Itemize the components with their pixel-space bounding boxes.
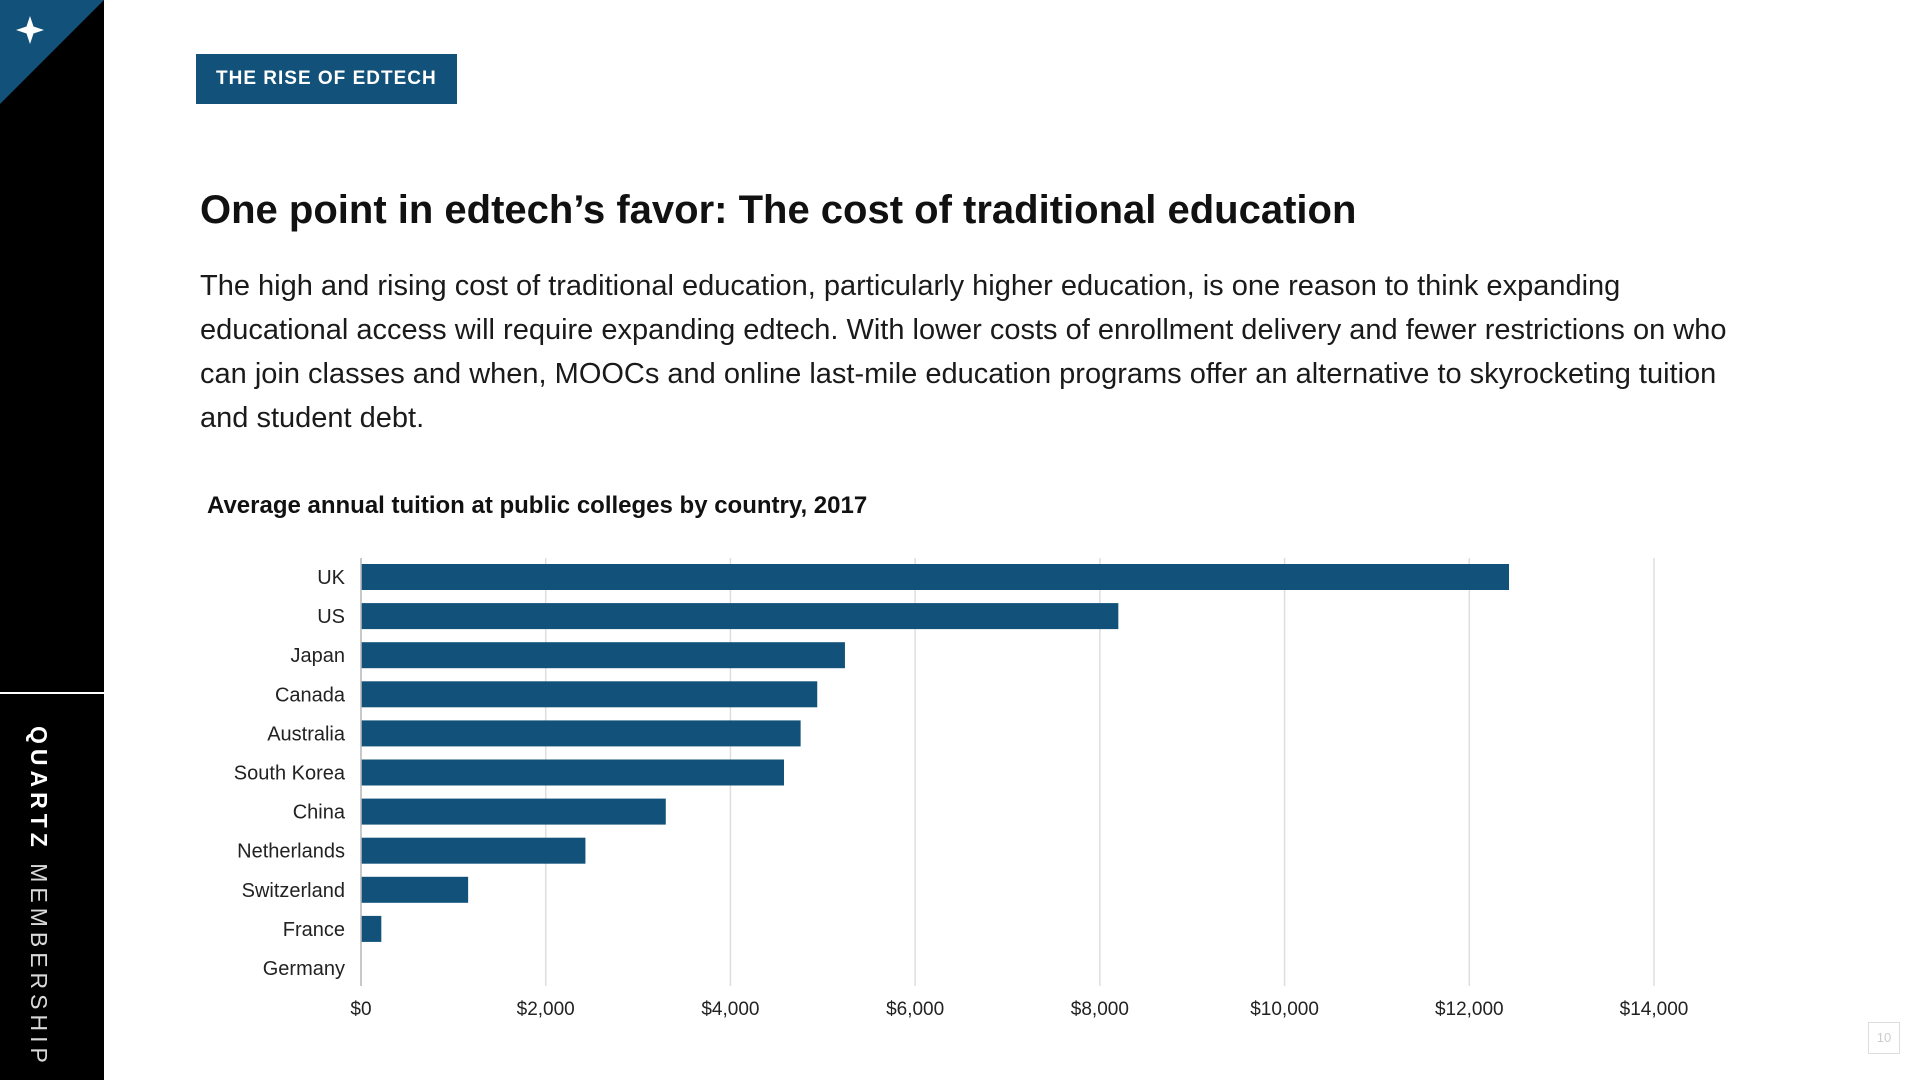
x-tick-label: $0 xyxy=(350,999,371,1020)
y-category-label: Switzerland xyxy=(242,880,345,902)
x-tick-label: $2,000 xyxy=(517,999,575,1020)
bar-us xyxy=(361,603,1119,630)
y-category-label: South Korea xyxy=(234,763,346,785)
x-tick-label: $14,000 xyxy=(1620,999,1689,1020)
y-category-label: Australia xyxy=(267,723,346,745)
bar-canada xyxy=(361,681,818,708)
bar-south-korea xyxy=(361,759,784,786)
x-tick-label: $12,000 xyxy=(1435,999,1504,1020)
x-tick-label: $6,000 xyxy=(886,999,944,1020)
y-category-label: Germany xyxy=(263,958,345,980)
x-tick-label: $8,000 xyxy=(1071,999,1129,1020)
y-category-label: Japan xyxy=(291,645,346,667)
bar-australia xyxy=(361,720,801,747)
body-paragraph: The high and rising cost of traditional … xyxy=(200,270,1727,434)
x-tick-label: $4,000 xyxy=(701,999,759,1020)
corner-badge xyxy=(0,0,104,104)
chart-title: Average annual tuition at public college… xyxy=(207,492,868,519)
section-tag: THE RISE OF EDTECH xyxy=(196,54,457,104)
bar-netherlands xyxy=(361,837,586,864)
bar-france xyxy=(361,915,382,942)
page-title: One point in edtech’s favor: The cost of… xyxy=(200,188,1357,232)
sparkle-icon xyxy=(16,16,44,44)
bar-china xyxy=(361,798,666,825)
y-category-label: China xyxy=(293,802,346,824)
x-tick-label: $10,000 xyxy=(1250,999,1319,1020)
sidebar-divider xyxy=(0,692,104,694)
bar-switzerland xyxy=(361,876,469,903)
bar-uk xyxy=(361,564,1509,590)
y-category-label: France xyxy=(283,919,345,941)
y-category-label: Canada xyxy=(275,684,346,706)
sidebar: QUARTZ MEMBERSHIP xyxy=(0,0,104,1080)
y-category-label: US xyxy=(317,606,345,628)
y-category-label: Netherlands xyxy=(237,841,345,863)
y-category-label: UK xyxy=(317,567,345,589)
page-number: 10 xyxy=(1868,1022,1900,1054)
bar-japan xyxy=(361,642,845,669)
